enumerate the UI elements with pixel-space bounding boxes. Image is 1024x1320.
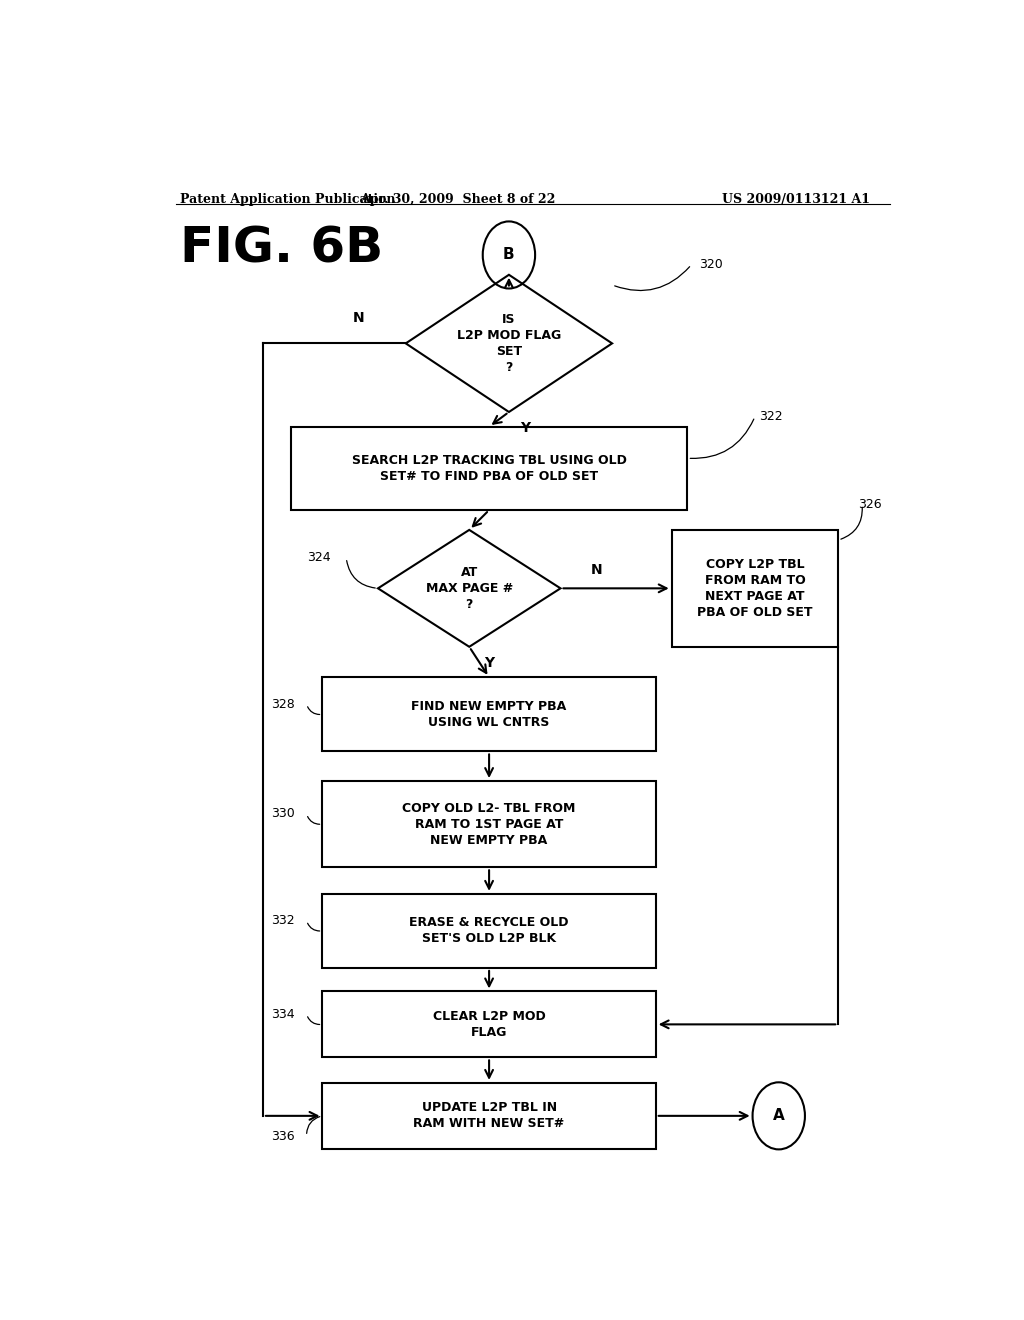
Text: Patent Application Publication: Patent Application Publication — [179, 193, 395, 206]
Text: Apr. 30, 2009  Sheet 8 of 22: Apr. 30, 2009 Sheet 8 of 22 — [359, 193, 555, 206]
Text: IS
L2P MOD FLAG
SET
?: IS L2P MOD FLAG SET ? — [457, 313, 561, 374]
Text: 324: 324 — [307, 552, 331, 565]
Text: 336: 336 — [271, 1130, 295, 1143]
Bar — [323, 781, 655, 867]
Bar — [323, 677, 655, 751]
Bar — [323, 894, 655, 968]
Text: COPY L2P TBL
FROM RAM TO
NEXT PAGE AT
PBA OF OLD SET: COPY L2P TBL FROM RAM TO NEXT PAGE AT PB… — [697, 558, 813, 619]
Text: AT
MAX PAGE #
?: AT MAX PAGE # ? — [426, 566, 513, 611]
Text: B: B — [503, 247, 515, 263]
Text: Y: Y — [520, 421, 529, 436]
Text: US 2009/0113121 A1: US 2009/0113121 A1 — [722, 193, 870, 206]
Text: 320: 320 — [699, 259, 723, 271]
Bar — [672, 529, 839, 647]
Text: CLEAR L2P MOD
FLAG: CLEAR L2P MOD FLAG — [433, 1010, 546, 1039]
Text: 334: 334 — [271, 1007, 295, 1020]
Text: 328: 328 — [271, 698, 295, 710]
Text: ERASE & RECYCLE OLD
SET'S OLD L2P BLK: ERASE & RECYCLE OLD SET'S OLD L2P BLK — [410, 916, 569, 945]
Text: 322: 322 — [759, 411, 782, 424]
Text: 326: 326 — [858, 498, 882, 511]
Bar — [291, 426, 687, 510]
Text: N: N — [352, 312, 364, 325]
Text: SEARCH L2P TRACKING TBL USING OLD
SET# TO FIND PBA OF OLD SET: SEARCH L2P TRACKING TBL USING OLD SET# T… — [351, 454, 627, 483]
Text: FIND NEW EMPTY PBA
USING WL CNTRS: FIND NEW EMPTY PBA USING WL CNTRS — [412, 700, 566, 729]
Text: 330: 330 — [271, 808, 295, 821]
Text: FIG. 6B: FIG. 6B — [179, 224, 383, 272]
Bar — [323, 1082, 655, 1148]
Text: COPY OLD L2- TBL FROM
RAM TO 1ST PAGE AT
NEW EMPTY PBA: COPY OLD L2- TBL FROM RAM TO 1ST PAGE AT… — [402, 801, 575, 846]
Text: UPDATE L2P TBL IN
RAM WITH NEW SET#: UPDATE L2P TBL IN RAM WITH NEW SET# — [414, 1101, 564, 1130]
Text: 332: 332 — [271, 915, 295, 927]
Text: Y: Y — [484, 656, 495, 671]
Text: A: A — [773, 1109, 784, 1123]
Bar — [323, 991, 655, 1057]
Text: N: N — [591, 564, 602, 577]
